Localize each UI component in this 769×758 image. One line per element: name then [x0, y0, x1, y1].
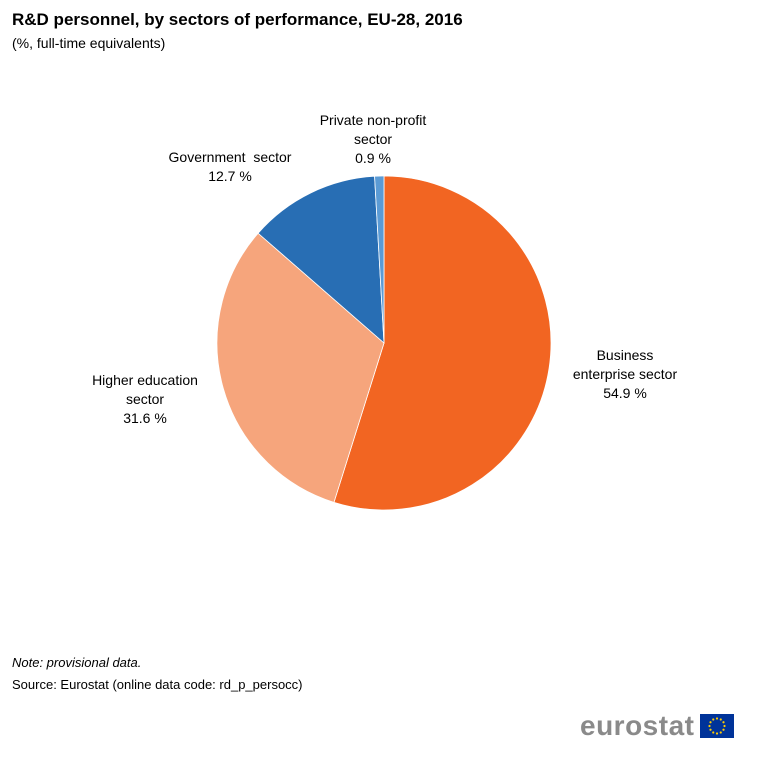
slice-label-private-non-profit-sector: Private non-profit sector 0.9 %	[320, 112, 427, 166]
eurostat-logo: eurostat	[580, 710, 735, 742]
chart-title: R&D personnel, by sectors of performance…	[12, 10, 463, 29]
eu-flag-icon	[700, 714, 735, 738]
chart-subtitle: (%, full-time equivalents)	[12, 35, 166, 51]
pie-labels: Business enterprise sector 54.9 % Higher ed…	[92, 112, 677, 426]
slice-label-higher-education-sector: Higher education sector 31.6 %	[92, 372, 198, 426]
pie-slice-private-non-profit-sector	[374, 175, 385, 344]
pie-slices	[216, 175, 552, 511]
logo-text: eurostat	[580, 710, 695, 741]
pie-slice-government-sector	[257, 175, 385, 344]
pie-slice-business-enterprise-sector	[333, 175, 552, 511]
slice-label-government-sector: Government sector 12.7 %	[169, 149, 292, 184]
pie-slice-higher-education-sector	[216, 232, 385, 503]
chart-source: Source: Eurostat (online data code: rd_p…	[12, 677, 303, 692]
chart-note: Note: provisional data.	[12, 655, 142, 670]
slice-label-business-enterprise-sector: Business enterprise sector 54.9 %	[573, 347, 678, 401]
pie-chart: Business enterprise sector 54.9 % Higher ed…	[92, 112, 677, 511]
